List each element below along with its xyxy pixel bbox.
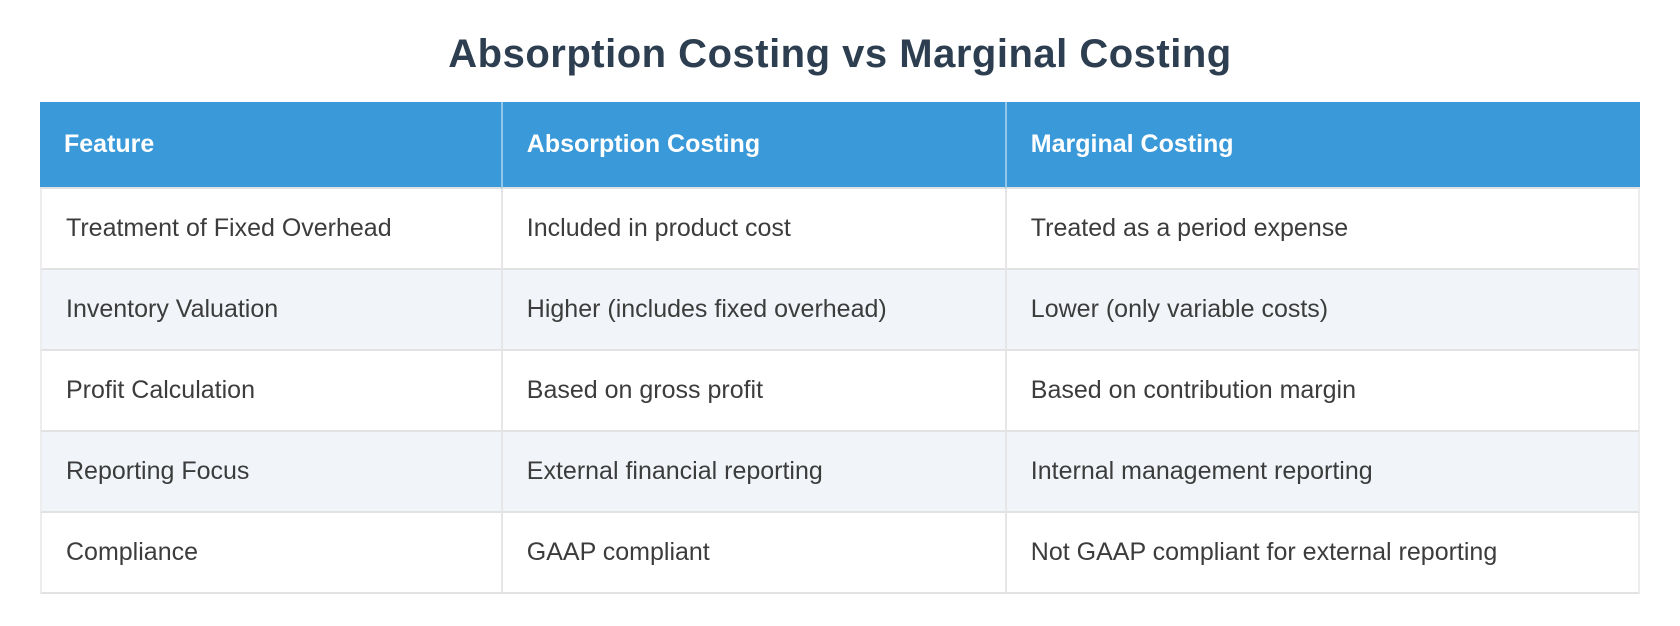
table-row: Treatment of Fixed Overhead Included in p… (40, 189, 1640, 270)
table-row: Inventory Valuation Higher (includes fixe… (40, 270, 1640, 351)
table-row: Compliance GAAP compliant Not GAAP complia… (40, 513, 1640, 594)
page: Absorption Costing vs Marginal Costing F… (40, 32, 1640, 594)
marginal-cell: Not GAAP compliant for external reportin… (1004, 513, 1640, 594)
table-row: Reporting Focus External financial report… (40, 432, 1640, 513)
comparison-table: Feature Absorption Costing Marginal Cost… (40, 102, 1640, 594)
marginal-cell: Internal management reporting (1004, 432, 1640, 513)
feature-cell: Profit Calculation (40, 351, 501, 432)
feature-cell: Treatment of Fixed Overhead (40, 189, 501, 270)
feature-cell: Reporting Focus (40, 432, 501, 513)
marginal-cell: Lower (only variable costs) (1004, 270, 1640, 351)
absorption-cell: Included in product cost (500, 189, 1005, 270)
marginal-cell: Based on contribution margin (1004, 351, 1640, 432)
table-row: Profit Calculation Based on gross profit B… (40, 351, 1640, 432)
absorption-cell: GAAP compliant (500, 513, 1005, 594)
absorption-cell: Higher (includes fixed overhead) (500, 270, 1005, 351)
column-header-feature: Feature (40, 102, 501, 189)
absorption-cell: External financial reporting (500, 432, 1005, 513)
page-title: Absorption Costing vs Marginal Costing (448, 32, 1232, 76)
absorption-cell: Based on gross profit (500, 351, 1005, 432)
table-body: Treatment of Fixed Overhead Included in p… (40, 189, 1640, 594)
feature-cell: Compliance (40, 513, 501, 594)
feature-cell: Inventory Valuation (40, 270, 501, 351)
column-header-marginal-costing: Marginal Costing (1004, 102, 1640, 189)
marginal-cell: Treated as a period expense (1004, 189, 1640, 270)
table-header-row: Feature Absorption Costing Marginal Cost… (40, 102, 1640, 189)
column-header-absorption-costing: Absorption Costing (500, 102, 1005, 189)
